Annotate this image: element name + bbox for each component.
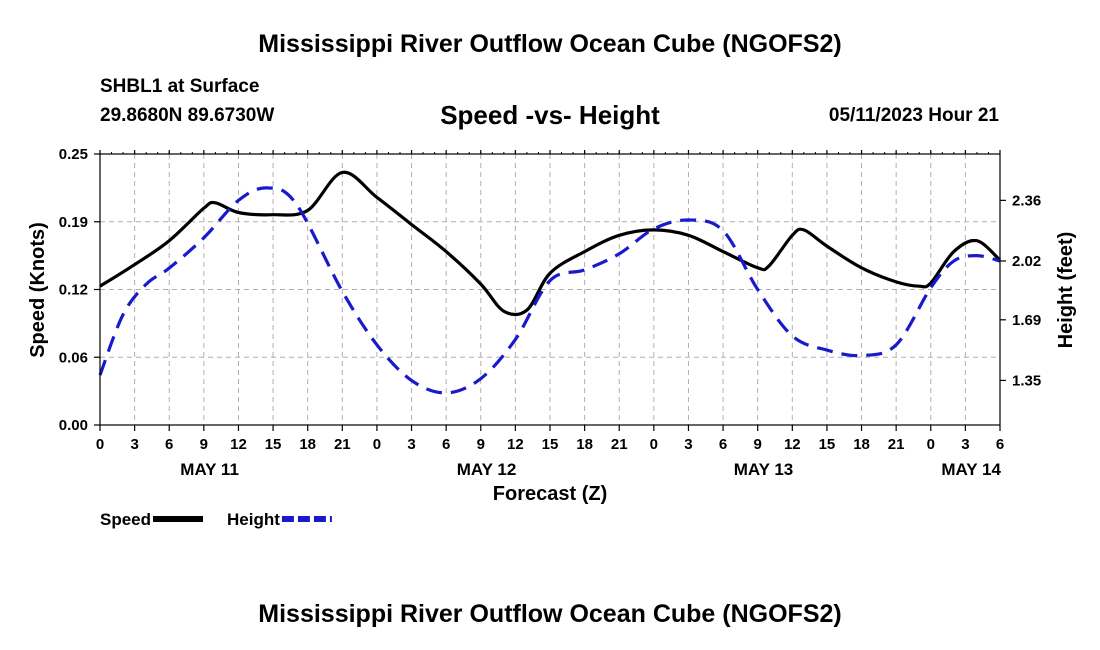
x-tick-label: 9 <box>477 436 485 453</box>
y2-axis-label: Height (feet) <box>1055 232 1077 349</box>
station-label: SHBL1 at Surface <box>100 76 260 97</box>
x-tick-label: 12 <box>230 436 247 453</box>
legend-label: Height <box>227 510 280 529</box>
x-tick-label: 15 <box>265 436 282 453</box>
axis-ticks <box>94 150 1006 431</box>
x-tick-label: 3 <box>130 436 138 453</box>
x-tick-label: 15 <box>542 436 559 453</box>
x-tick-label: 3 <box>684 436 692 453</box>
x-tick-label: 21 <box>888 436 905 453</box>
y2-tick-label: 2.02 <box>1012 253 1041 270</box>
x-tick-label: 12 <box>784 436 801 453</box>
x-tick-label: 18 <box>299 436 316 453</box>
y-axis-label: Speed (Knots) <box>27 222 49 358</box>
x-tick-label: 9 <box>754 436 762 453</box>
y-tick-label: 0.06 <box>59 349 88 366</box>
x-axis-label: Forecast (Z) <box>493 483 607 505</box>
footer-title: Mississippi River Outflow Ocean Cube (NG… <box>258 600 842 628</box>
forecast-datetime: 05/11/2023 Hour 21 <box>828 105 999 126</box>
x-tick-label: 6 <box>996 436 1004 453</box>
y2-tick-label: 2.36 <box>1012 192 1041 209</box>
y2-tick-label: 1.35 <box>1012 372 1041 389</box>
series-line-height <box>98 186 1001 395</box>
date-label: MAY 11 <box>180 460 239 479</box>
x-tick-label: 21 <box>334 436 351 453</box>
x-tick-label: 3 <box>961 436 969 453</box>
series-line-speed <box>99 170 1002 317</box>
x-tick-label: 0 <box>650 436 658 453</box>
x-tick-label: 6 <box>165 436 173 453</box>
y-tick-label: 0.12 <box>59 282 88 299</box>
date-label: MAY 12 <box>457 460 517 479</box>
y2-tick-label: 1.69 <box>1012 312 1041 329</box>
x-tick-label: 0 <box>927 436 935 453</box>
y-tick-label: 0.19 <box>59 214 88 231</box>
x-tick-label: 9 <box>200 436 208 453</box>
x-tick-label: 18 <box>576 436 593 453</box>
legend-label: Speed <box>100 510 151 529</box>
date-label: MAY 13 <box>734 460 794 479</box>
x-tick-label: 0 <box>373 436 381 453</box>
x-tick-label: 6 <box>719 436 727 453</box>
grid-lines <box>100 154 1000 425</box>
station-coordinates: 29.8680N 89.6730W <box>100 105 275 126</box>
x-tick-label: 18 <box>853 436 870 453</box>
series-lines <box>98 170 1002 395</box>
x-tick-label: 15 <box>819 436 836 453</box>
y-tick-label: 0.25 <box>59 146 88 163</box>
x-tick-label: 21 <box>611 436 628 453</box>
y-tick-label: 0.00 <box>59 417 88 434</box>
axis-tick-labels: 0 3 6 9 12 15 18 21 0 3 6 9 12 15 18 21 0 3 6 9 12 15 18 21 0 3 6 0… <box>59 146 1041 479</box>
chart-subtitle: Speed -vs- Height <box>440 100 660 130</box>
x-tick-label: 3 <box>407 436 415 453</box>
x-tick-label: 6 <box>442 436 450 453</box>
chart-title: Mississippi River Outflow Ocean Cube (NG… <box>258 30 842 58</box>
x-tick-label: 12 <box>507 436 524 453</box>
legend: Speed Height <box>100 510 332 529</box>
date-label: MAY 14 <box>941 460 1001 479</box>
x-tick-label: 0 <box>96 436 104 453</box>
